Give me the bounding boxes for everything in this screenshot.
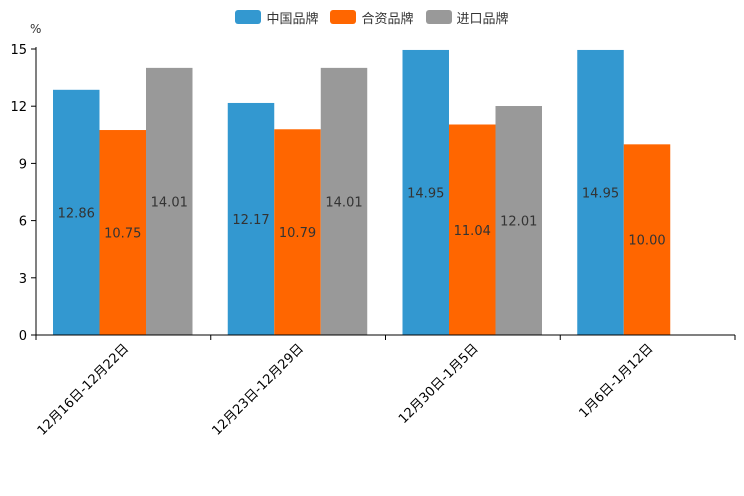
legend-item-import-brand[interactable]: 进口品牌 (425, 8, 509, 27)
legend-swatch-jv-brand (330, 10, 357, 24)
data-label: 12.01 (500, 215, 537, 230)
data-label: 10.75 (104, 227, 141, 242)
x-tick-label: 12月30日-1月5日 (396, 341, 482, 427)
data-label: 12.17 (232, 213, 269, 228)
x-tick-label: 1月6日-1月12日 (577, 341, 657, 421)
bar (227, 102, 275, 335)
bar (53, 89, 100, 335)
legend-swatch-import-brand (425, 10, 452, 24)
y-tick-label: 9 (19, 157, 27, 172)
data-label: 14.01 (325, 195, 362, 210)
x-tick-label: 12月16日-12月22日 (35, 341, 132, 438)
y-tick-label: 6 (19, 215, 27, 230)
bar (577, 49, 624, 335)
bar (99, 130, 146, 335)
data-label: 14.95 (582, 186, 619, 201)
y-axis-unit: % (30, 22, 42, 36)
y-tick-label: 15 (10, 43, 27, 58)
bar (449, 124, 496, 335)
legend-label-china-brand: 中国品牌 (266, 11, 319, 27)
legend-label-import-brand: 进口品牌 (456, 11, 509, 27)
data-label: 12.86 (58, 206, 95, 221)
y-tick-label: 3 (19, 272, 27, 287)
legend-item-china-brand[interactable]: 中国品牌 (235, 8, 318, 27)
y-tick-label: 0 (19, 329, 27, 344)
data-label: 10.00 (628, 234, 665, 249)
data-label: 11.04 (454, 224, 491, 239)
legend-label-jv-brand: 合资品牌 (361, 11, 414, 27)
legend-swatch-china-brand (235, 10, 262, 24)
x-tick-label: 12月23日-12月29日 (209, 341, 306, 438)
bar (274, 129, 321, 335)
legend: 中国品牌 合资品牌 进口品牌 (0, 7, 744, 27)
bar (320, 67, 368, 335)
data-label: 14.01 (151, 195, 188, 210)
bar (402, 49, 449, 335)
data-label: 14.95 (407, 186, 444, 201)
bar (495, 106, 542, 335)
bar (146, 67, 193, 335)
y-tick-label: 12 (10, 100, 27, 115)
bar (623, 144, 671, 335)
data-label: 10.79 (279, 226, 316, 241)
legend-item-jv-brand[interactable]: 合资品牌 (330, 8, 414, 27)
